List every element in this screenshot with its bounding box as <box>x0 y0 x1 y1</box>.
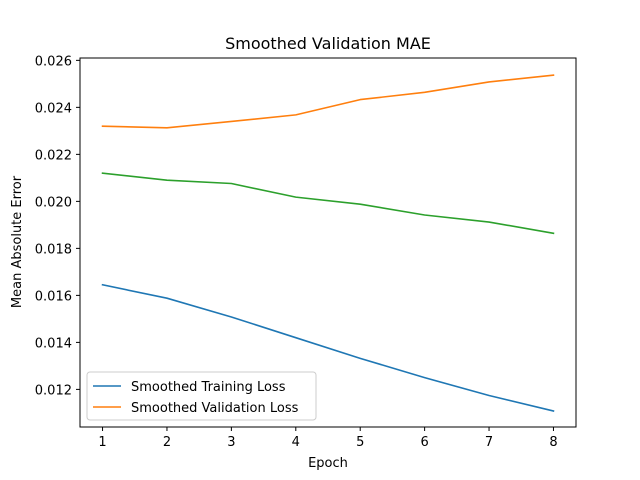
x-tick-label: 5 <box>356 435 364 450</box>
x-tick-label: 7 <box>485 435 493 450</box>
plot-frame <box>79 57 577 428</box>
series-line-training-loss <box>101 283 555 412</box>
y-tick-label: 0.018 <box>35 242 72 257</box>
y-tick-label: 0.016 <box>35 289 72 304</box>
series-line-green <box>101 172 555 235</box>
chart-title: Smoothed Validation MAE <box>225 34 431 53</box>
x-tick-label: 1 <box>98 435 106 450</box>
y-tick-label: 0.024 <box>35 101 72 116</box>
y-tick-label: 0.020 <box>35 195 72 210</box>
series-line-validation-loss <box>101 74 555 129</box>
y-axis-label: Mean Absolute Error <box>10 175 25 308</box>
legend-label-validation: Smoothed Validation Loss <box>131 401 299 416</box>
legend: Smoothed Training Loss Smoothed Validati… <box>86 371 317 421</box>
x-axis-ticks: 1 2 3 4 5 6 7 8 <box>98 427 558 450</box>
y-tick-label: 0.014 <box>35 336 72 351</box>
x-tick-label: 8 <box>549 435 557 450</box>
x-tick-label: 4 <box>292 435 300 450</box>
series-layer <box>101 74 555 412</box>
x-tick-label: 6 <box>420 435 428 450</box>
x-tick-label: 3 <box>227 435 235 450</box>
y-tick-label: 0.026 <box>35 54 72 69</box>
y-tick-label: 0.022 <box>35 148 72 163</box>
x-axis-label: Epoch <box>308 456 348 471</box>
x-tick-label: 2 <box>163 435 171 450</box>
y-tick-label: 0.012 <box>35 383 72 398</box>
legend-label-training: Smoothed Training Loss <box>131 380 286 395</box>
legend-box <box>86 371 317 421</box>
y-axis-ticks: 0.012 0.014 0.016 0.018 0.020 0.022 0.024 0.026 <box>35 54 80 398</box>
